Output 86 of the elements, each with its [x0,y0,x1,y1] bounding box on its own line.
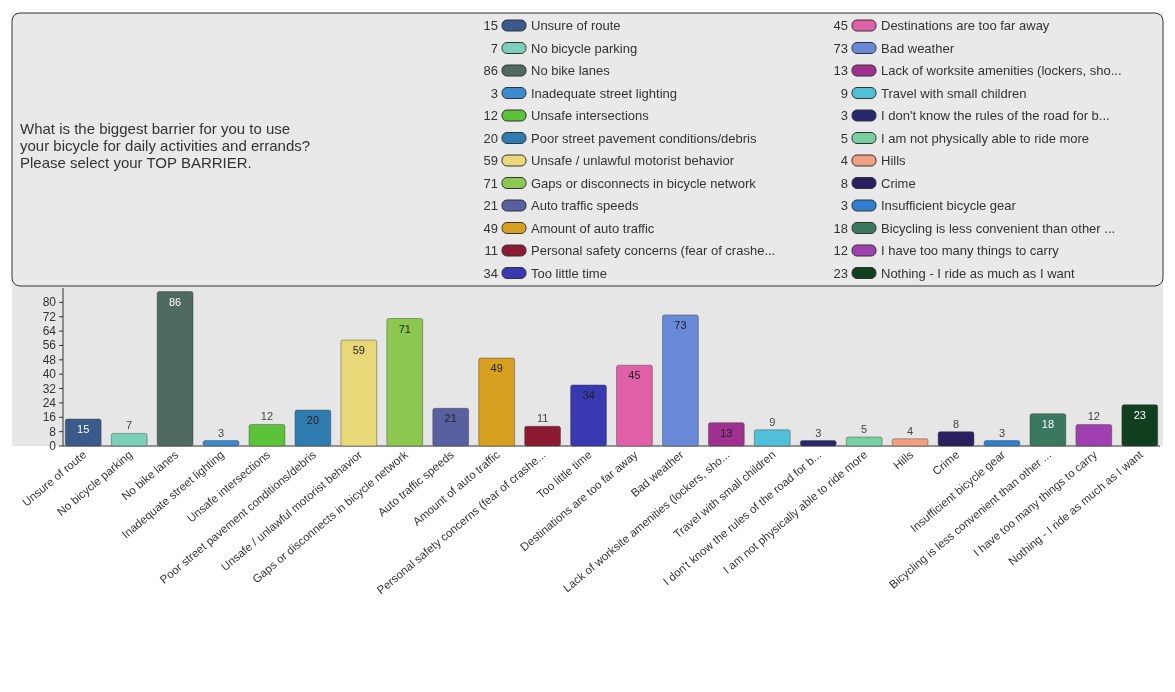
legend-label: I don't know the rules of the road for b... [881,108,1110,123]
data-label: 3 [815,426,822,439]
legend-label: Poor street pavement conditions/debris [531,130,757,146]
text: 12 [833,243,848,258]
text: 18 [833,220,848,236]
legend-label: Too little time [531,265,607,281]
data-label: 34 [582,388,595,401]
y-tick-label: 72 [42,309,57,324]
text: 9 [840,85,848,101]
x-tick-label: Hills [891,448,916,472]
legend-label: Nothing - I ride as much as I want [881,265,1076,281]
legend-label: Hills [881,153,907,168]
legend-label: Unsafe intersections [531,108,650,123]
text: 3 [840,108,848,123]
data-label: 3 [998,426,1006,439]
data-label: 8 [952,417,960,430]
legend-label: Insufficient bicycle gear [881,198,1017,213]
text: 15 [483,18,498,33]
legend-label: I am not physically able to ride more [881,130,1090,146]
data-label: 13 [720,426,733,439]
legend-label: Amount of auto traffic [531,220,655,236]
legend-label: Unsure of route [531,18,621,33]
text: 13 [833,63,848,78]
data-label: 45 [628,369,641,382]
y-tick-label: 64 [42,324,57,339]
text: 59 [483,153,498,168]
legend-label: Bicycling is less convenient than other ... [881,220,1116,236]
text: 7 [490,40,498,56]
y-tick-label: 40 [42,367,57,382]
legend-label: Unsafe / unlawful motorist behavior [531,153,735,168]
text: 8 [840,175,848,191]
data-label: 18 [1041,417,1055,430]
data-label: 12 [260,410,274,423]
legend-label: Gaps or disconnects in bicycle network [531,175,757,191]
data-label: 12 [1087,410,1100,423]
legend-label: Auto traffic speeds [531,198,639,213]
y-tick-label: 24 [42,395,57,410]
text: 5 [840,130,848,146]
y-tick-label: 32 [42,381,57,396]
data-label: 9 [769,415,776,428]
text: 49 [483,220,498,236]
y-tick-label: 0 [49,439,57,453]
legend-label: Bad weather [881,40,955,56]
legend-label: No bicycle parking [531,40,638,56]
text: 20 [483,130,498,146]
y-tick-label: 80 [42,295,57,310]
text: 73 [833,40,848,56]
y-tick-label: 8 [49,424,57,439]
legend-label: Inadequate street lighting [531,85,677,101]
chart-title: What is the biggest barrier for you to use your bicycle for daily activities and errands? [20,120,311,154]
text: 3 [840,198,848,213]
data-label: 73 [674,318,687,331]
text: 34 [483,265,498,281]
legend-label: No bike lanes [531,63,611,78]
chart-subtitle: Please select your TOP BARRIER. [20,154,252,171]
legend-label: Travel with small children [881,85,1027,101]
y-tick-label: 16 [42,410,57,425]
data-label: 7 [126,419,133,432]
text: 86 [483,63,498,78]
data-label: 5 [861,423,868,436]
y-tick-label: 56 [42,338,57,353]
legend-label: Crime [881,175,916,191]
text: 11 [484,243,498,258]
legend-label: Lack of worksite amenities (lockers, sho... [881,63,1122,78]
text: 12 [483,108,498,123]
data-label: 20 [306,414,320,427]
text: 45 [833,18,848,33]
data-label: 21 [444,412,457,425]
data-label: 4 [907,424,914,437]
data-label: 23 [1133,408,1146,421]
data-label: 49 [490,362,503,375]
legend-label: I have too many things to carry [881,243,1060,258]
text: 4 [840,153,848,168]
data-label: 15 [77,423,90,436]
data-label: 11 [536,412,549,425]
text: 3 [490,85,498,101]
text: 21 [483,198,498,213]
data-label: 59 [352,344,365,357]
text: 23 [833,265,848,281]
legend-label: Destinations are too far away [881,18,1050,33]
data-label: 3 [217,426,225,439]
y-tick-label: 48 [42,352,57,367]
text: 71 [483,175,498,191]
data-label: 71 [398,322,411,335]
data-label: 86 [168,295,182,308]
legend-label: Personal safety concerns (fear of crashe... [531,243,776,258]
